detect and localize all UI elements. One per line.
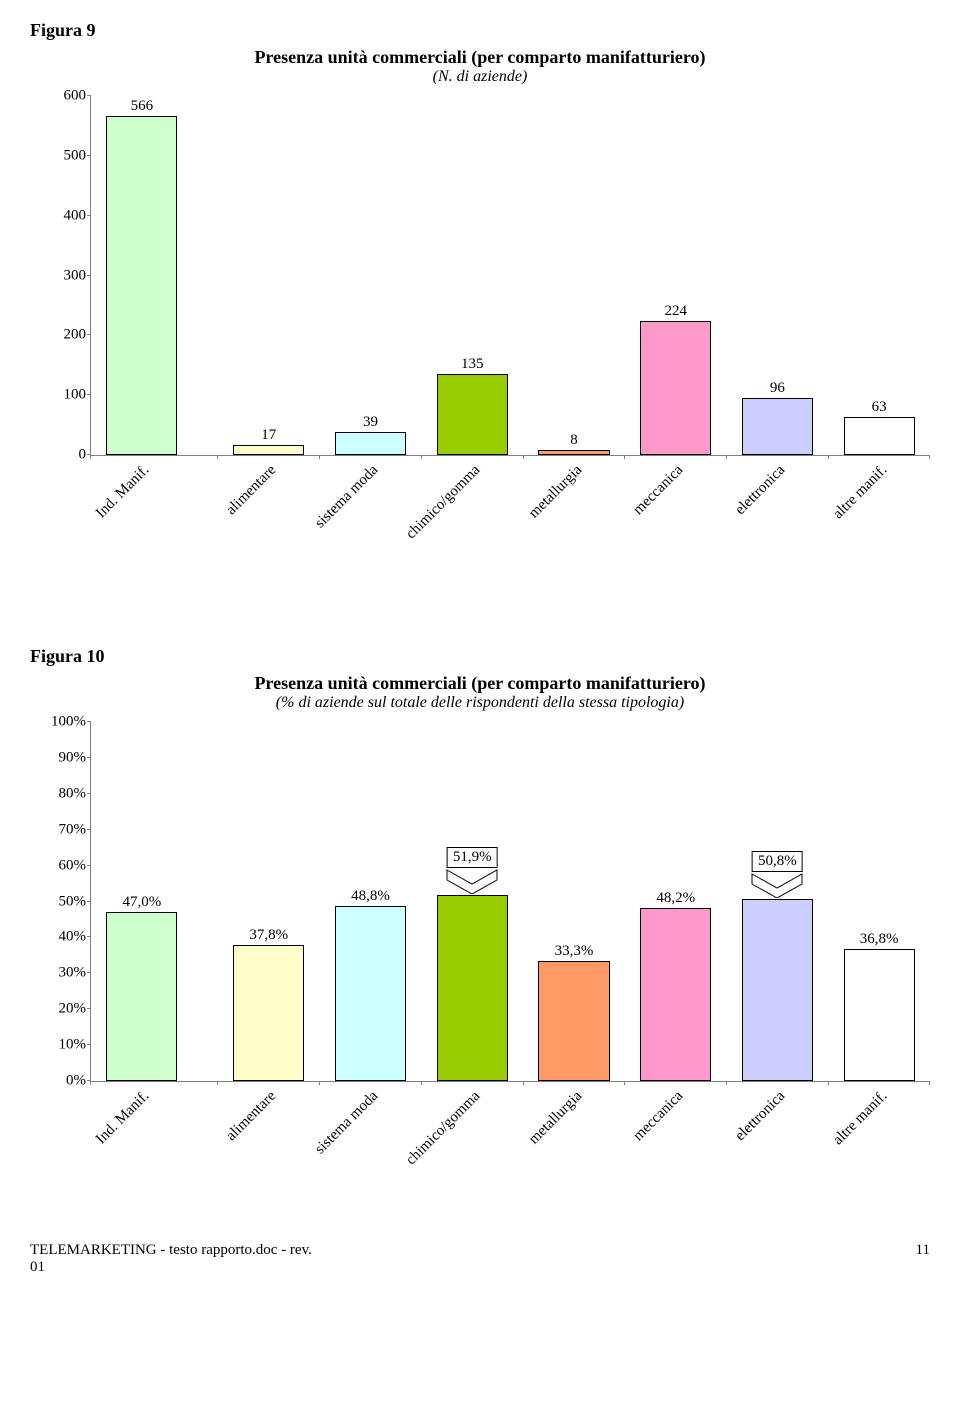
bar: 17 xyxy=(233,445,304,455)
bar-value-label: 566 xyxy=(131,98,154,117)
bar-value-label: 33,3% xyxy=(555,943,594,962)
x-category-label: metallurgia xyxy=(525,462,585,522)
x-category-label: alimentare xyxy=(223,462,280,519)
y-tick-label: 600 xyxy=(36,88,86,105)
x-category-label: elettronica xyxy=(733,1088,790,1145)
y-tick-label: 100 xyxy=(36,387,86,404)
bar-callout-label: 51,9% xyxy=(447,847,498,868)
x-category-label: Ind. Manif. xyxy=(93,462,153,522)
x-category-label: sistema moda xyxy=(312,462,382,532)
figure9-label: Figura 9 xyxy=(30,20,930,41)
footer-doc-line2: 01 xyxy=(30,1259,45,1275)
y-tick-label: 0% xyxy=(36,1073,86,1090)
bar: 8 xyxy=(538,450,609,455)
y-tick-label: 10% xyxy=(36,1037,86,1054)
bar-value-label: 63 xyxy=(872,399,887,418)
y-tick-label: 100% xyxy=(36,714,86,731)
bar: 37,8% xyxy=(233,945,304,1081)
y-tick-label: 0 xyxy=(36,447,86,464)
bar-value-label: 224 xyxy=(664,303,687,322)
bar-value-label: 17 xyxy=(261,427,276,446)
footer-doc-line1: TELEMARKETING - testo rapporto.doc - rev… xyxy=(30,1242,312,1258)
callout-chevron-icon xyxy=(747,872,807,898)
bar-value-label: 135 xyxy=(461,356,484,375)
bar: 39 xyxy=(335,432,406,455)
y-tick-label: 500 xyxy=(36,147,86,164)
y-tick-label: 80% xyxy=(36,785,86,802)
x-category-label: altre manif. xyxy=(830,1088,891,1149)
callout-chevron-icon xyxy=(442,868,502,894)
x-category-label: Ind. Manif. xyxy=(93,1088,153,1148)
y-tick-label: 200 xyxy=(36,327,86,344)
bar: 33,3% xyxy=(538,961,609,1081)
x-category-label: alimentare xyxy=(223,1088,280,1145)
bar: 50,8% xyxy=(742,899,813,1081)
y-tick-label: 30% xyxy=(36,965,86,982)
x-category-label: altre manif. xyxy=(830,462,891,523)
x-category-label: metallurgia xyxy=(525,1088,585,1148)
bar-value-label: 39 xyxy=(363,414,378,433)
x-category-label: meccanica xyxy=(631,1088,688,1145)
bar: 224 xyxy=(640,321,711,455)
y-tick-label: 70% xyxy=(36,821,86,838)
figure10-label: Figura 10 xyxy=(30,646,930,667)
bar: 48,2% xyxy=(640,908,711,1081)
y-tick-label: 40% xyxy=(36,929,86,946)
bar-value-label: 48,2% xyxy=(656,890,695,909)
bar-value-label: 48,8% xyxy=(351,888,390,907)
bar-value-label: 96 xyxy=(770,380,785,399)
figure9-subtitle: (N. di aziende) xyxy=(30,68,930,86)
y-tick-label: 300 xyxy=(36,267,86,284)
bar: 135 xyxy=(437,374,508,455)
bar-value-label: 36,8% xyxy=(860,931,899,950)
figure10-chart: 47,0% 37,8% 48,8% 51,9% 33,3% 48,2% 50,8% 36,8%… xyxy=(30,722,930,1202)
bar: 47,0% xyxy=(106,912,177,1081)
bar: 566 xyxy=(106,116,177,455)
bar: 36,8% xyxy=(844,949,915,1081)
bar: 48,8% xyxy=(335,906,406,1081)
bar: 96 xyxy=(742,398,813,455)
figure9-chart: 566173913582249663 0100200300400500600 I… xyxy=(30,96,930,576)
bar-callout-label: 50,8% xyxy=(752,851,803,872)
footer-page-number: 11 xyxy=(916,1242,930,1276)
figure10-subtitle: (% di aziende sul totale delle risponden… xyxy=(30,694,930,712)
bar-value-label: 8 xyxy=(570,432,578,451)
x-category-label: meccanica xyxy=(631,462,688,519)
y-tick-label: 400 xyxy=(36,207,86,224)
figure9-title: Presenza unità commerciali (per comparto… xyxy=(30,47,930,68)
x-category-label: elettronica xyxy=(733,462,790,519)
y-tick-label: 90% xyxy=(36,749,86,766)
y-tick-label: 60% xyxy=(36,857,86,874)
bar: 63 xyxy=(844,417,915,455)
y-tick-label: 50% xyxy=(36,893,86,910)
bar: 51,9% xyxy=(437,895,508,1081)
page-footer: TELEMARKETING - testo rapporto.doc - rev… xyxy=(30,1242,930,1276)
x-category-label: sistema moda xyxy=(312,1088,382,1158)
figure10-title: Presenza unità commerciali (per comparto… xyxy=(30,673,930,694)
y-tick-label: 20% xyxy=(36,1001,86,1018)
bar-value-label: 47,0% xyxy=(122,894,161,913)
bar-value-label: 37,8% xyxy=(249,927,288,946)
